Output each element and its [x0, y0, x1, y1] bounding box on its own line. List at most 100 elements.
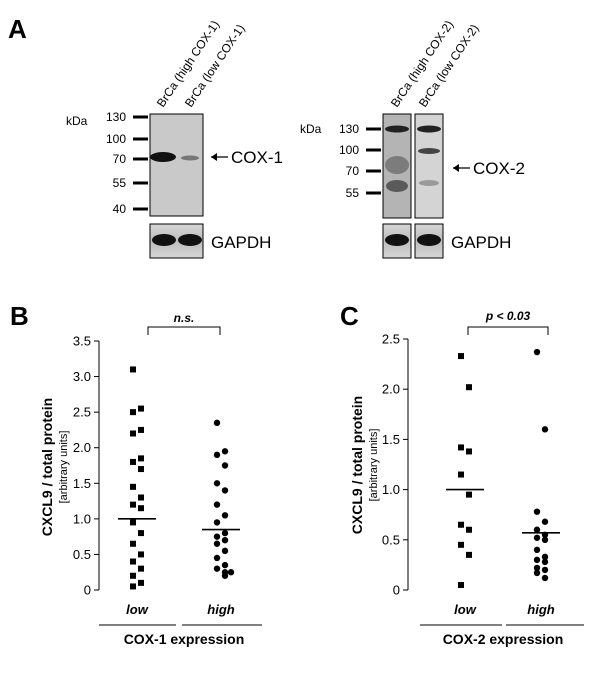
- significance-label-b: n.s.: [174, 311, 195, 325]
- data-point-square: [130, 572, 136, 579]
- data-point-square: [466, 491, 472, 498]
- gapdh-band-right-2: [417, 234, 441, 246]
- data-point-square: [466, 526, 472, 533]
- data-point-circle: [221, 547, 229, 555]
- panel-c-label: C: [340, 301, 359, 331]
- data-point-square: [130, 519, 136, 526]
- data-point-circle: [541, 574, 549, 582]
- x-axis-label-c: COX-2 expression: [443, 631, 564, 647]
- y-tick-label: 0: [393, 583, 400, 598]
- data-point-square: [458, 471, 464, 478]
- data-point-circle: [533, 508, 541, 515]
- data-point-square: [458, 581, 464, 588]
- data-point-circle: [533, 569, 541, 577]
- mw-130-right: 130: [339, 122, 359, 136]
- data-point-square: [138, 565, 144, 572]
- data-point-circle: [533, 534, 541, 541]
- y-tick-label: 1.0: [73, 511, 91, 526]
- data-point-square: [138, 455, 144, 462]
- data-point-square: [138, 579, 144, 586]
- data-point-circle: [541, 536, 549, 543]
- data-point-square: [130, 501, 136, 508]
- data-point-square: [466, 448, 472, 455]
- data-point-square: [130, 430, 136, 437]
- data-point-circle: [221, 572, 229, 579]
- data-point-square: [130, 540, 136, 547]
- y-tick-label: 2.5: [382, 332, 400, 347]
- y-tick-label: 3.0: [73, 369, 91, 384]
- data-point-circle: [541, 566, 549, 574]
- y-tick-label: 1.5: [73, 476, 91, 491]
- blot-membrane-cox1: [149, 113, 204, 217]
- data-point-circle: [221, 512, 229, 519]
- significance-bracket: [467, 326, 549, 335]
- mw-130-left: 130: [106, 110, 126, 124]
- band-cox1-low: [181, 155, 199, 161]
- data-point-square: [458, 353, 464, 360]
- y-tick-label: 0.5: [73, 547, 91, 562]
- gapdh-band-left-1: [152, 234, 176, 246]
- significance-bracket: [147, 326, 221, 335]
- data-point-square: [130, 583, 136, 590]
- data-point-circle: [213, 480, 221, 487]
- data-point-circle: [227, 569, 235, 576]
- arrow-head-cox2: [453, 164, 459, 172]
- data-point-square: [138, 551, 144, 558]
- data-point-circle: [533, 556, 541, 564]
- band-label-cox2: COX-2: [473, 159, 525, 178]
- data-point-square: [130, 483, 136, 490]
- data-point-square: [458, 521, 464, 528]
- x-axis-label-b: COX-1 expression: [124, 631, 245, 647]
- mw-40-left: 40: [113, 202, 127, 216]
- band-cox2-high-55: [386, 180, 408, 192]
- y-tick-label: 0.5: [382, 532, 400, 547]
- chart-c: CXCL9 / total protein [arbitrary units] …: [349, 309, 584, 647]
- data-point-circle: [213, 501, 221, 508]
- y-tick-label: 2.0: [382, 382, 400, 397]
- panel-b-label: B: [10, 301, 29, 331]
- data-point-square: [130, 458, 136, 465]
- blot-cox1: BrCa (high COX-1) BrCa (low COX-1) kDa 1…: [66, 18, 283, 259]
- data-point-circle: [221, 462, 229, 469]
- y-axis-sublabel-b: [arbitrary units]: [58, 431, 70, 504]
- mw-100-right: 100: [339, 143, 359, 157]
- data-point-square: [138, 405, 144, 412]
- data-point-circle: [221, 448, 229, 455]
- mw-55-right: 55: [346, 186, 360, 200]
- y-tick-label: 3.5: [73, 334, 91, 349]
- band-cox1-high: [150, 152, 176, 162]
- gapdh-label-left: GAPDH: [211, 233, 271, 252]
- blot-cox2: BrCa (high COX-2) BrCa (low COX-2) kDa 1…: [300, 18, 525, 259]
- panel-a-label: A: [8, 14, 27, 44]
- data-point-circle: [533, 348, 541, 356]
- y-tick-label: 1.5: [382, 432, 400, 447]
- data-point-circle: [221, 487, 229, 494]
- band-label-cox1: COX-1: [231, 148, 283, 167]
- arrow-head-cox1: [211, 153, 217, 161]
- gapdh-band-left-2: [178, 234, 202, 246]
- data-point-circle: [221, 537, 229, 544]
- gapdh-label-right: GAPDH: [451, 233, 511, 252]
- data-point-circle: [213, 451, 221, 459]
- data-point-square: [138, 530, 144, 537]
- marker-ticks-left: [133, 115, 148, 211]
- category-label-b-high: high: [207, 602, 234, 617]
- data-point-square: [138, 426, 144, 433]
- data-point-square: [458, 444, 464, 451]
- gapdh-band-right-1: [385, 234, 409, 246]
- kda-label-left: kDa: [66, 114, 88, 128]
- mw-55-left: 55: [113, 176, 127, 190]
- data-point-square: [466, 551, 472, 558]
- y-axis-sublabel-c: [arbitrary units]: [368, 429, 380, 502]
- y-tick-label: 0: [84, 583, 91, 598]
- data-point-circle: [541, 518, 549, 525]
- category-label-c-high: high: [527, 602, 554, 617]
- data-point-circle: [541, 553, 549, 561]
- data-point-circle: [213, 540, 221, 547]
- data-point-circle: [533, 564, 541, 572]
- data-point-circle: [221, 529, 229, 537]
- y-axis-label-c: CXCL9 / total protein: [349, 396, 365, 534]
- chart-b: CXCL9 / total protein [arbitrary units] …: [39, 311, 262, 647]
- significance-label-c: p < 0.03: [485, 309, 531, 323]
- data-point-circle: [541, 558, 549, 566]
